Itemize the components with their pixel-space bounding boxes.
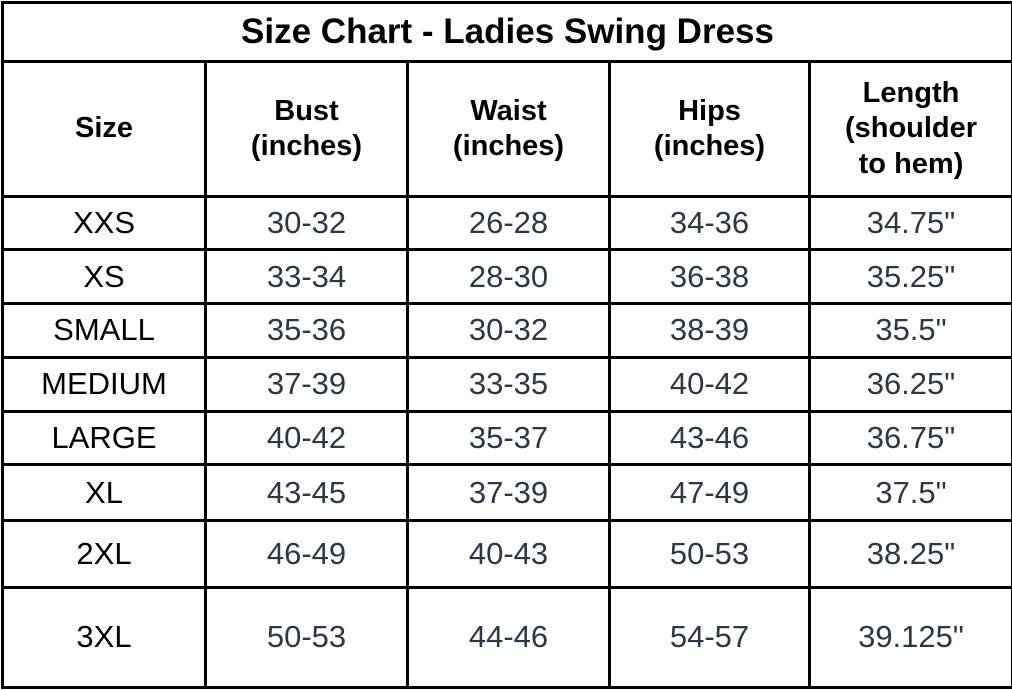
table-row: XL 43-45 37-39 47-49 37.5" [1, 462, 1012, 523]
column-header-bust-inches: Bust (inches) [204, 60, 409, 198]
measurement-cell: 30-32 [406, 301, 611, 360]
measurement-cell: 36.25" [808, 356, 1012, 413]
size-cell: XL [1, 462, 207, 523]
table-row: XXS 30-32 26-28 34-36 34.75" [1, 194, 1012, 252]
measurement-cell: 43-46 [608, 409, 811, 466]
size-cell: XXS [1, 194, 207, 252]
column-header-row: Size Bust (inches) Waist (inches) Hips (inches… [1, 60, 1012, 198]
measurement-cell: 40-43 [406, 519, 611, 589]
column-header-size: Size [1, 60, 207, 198]
measurement-cell: 39.125" [808, 585, 1012, 690]
size-cell: 2XL [1, 519, 207, 589]
column-header-line: to hem) [858, 147, 964, 180]
measurement-cell: 50-53 [204, 585, 409, 690]
measurement-cell: 50-53 [608, 519, 811, 589]
measurement-cell: 40-42 [204, 409, 409, 466]
measurement-cell: 30-32 [204, 194, 409, 252]
measurement-cell: 35-37 [406, 409, 611, 466]
column-header-line: Hips [678, 94, 741, 127]
measurement-cell: 35-36 [204, 301, 409, 360]
measurement-cell: 37-39 [406, 462, 611, 523]
measurement-cell: 36-38 [608, 248, 811, 305]
size-cell: SMALL [1, 301, 207, 360]
table-row: 2XL 46-49 40-43 50-53 38.25" [1, 519, 1012, 589]
measurement-cell: 43-45 [204, 462, 409, 523]
column-header-line: (inches) [452, 130, 565, 162]
column-header-hips-inches: Hips (inches) [608, 60, 811, 198]
measurement-cell: 47-49 [608, 462, 811, 523]
column-header-line: (inches) [250, 130, 363, 162]
measurement-cell: 38.25" [808, 519, 1012, 589]
size-cell: 3XL [1, 585, 207, 690]
table-row: 3XL 50-53 44-46 54-57 39.125" [1, 585, 1012, 690]
measurement-cell: 33-35 [406, 356, 611, 413]
table-row: XS 33-34 28-30 36-38 35.25" [1, 248, 1012, 305]
measurement-cell: 35.5" [808, 301, 1012, 360]
table-row: MEDIUM 37-39 33-35 40-42 36.25" [1, 356, 1012, 413]
column-header-line: Size [74, 112, 134, 145]
measurement-cell: 44-46 [406, 585, 611, 690]
chart-title: Size Chart - Ladies Swing Dress [1, 1, 1012, 63]
size-cell: MEDIUM [1, 356, 207, 413]
measurement-cell: 26-28 [406, 194, 611, 252]
measurement-cell: 46-49 [204, 519, 409, 589]
column-header-line: Bust [274, 94, 339, 127]
measurement-cell: 36.75" [808, 409, 1012, 466]
measurement-cell: 54-57 [608, 585, 811, 690]
measurement-cell: 37.5" [808, 462, 1012, 523]
column-header-waist-inches: Waist (inches) [406, 60, 611, 198]
measurement-cell: 28-30 [406, 248, 611, 305]
measurement-cell: 40-42 [608, 356, 811, 413]
column-header-line: (inches) [653, 130, 766, 162]
measurement-cell: 35.25" [808, 248, 1012, 305]
measurement-cell: 38-39 [608, 301, 811, 360]
column-header-length-shoulder-to-hem: Length (shoulder to hem) [808, 60, 1012, 198]
measurement-cell: 33-34 [204, 248, 409, 305]
measurement-cell: 34.75" [808, 194, 1012, 252]
table-row: SMALL 35-36 30-32 38-39 35.5" [1, 301, 1012, 360]
size-cell: XS [1, 248, 207, 305]
column-header-line: (shoulder [844, 112, 978, 145]
table-title-row: Size Chart - Ladies Swing Dress [1, 1, 1012, 63]
measurement-cell: 34-36 [608, 194, 811, 252]
table-row: LARGE 40-42 35-37 43-46 36.75" [1, 409, 1012, 466]
column-header-line: Waist [470, 94, 547, 127]
column-header-line: Length [862, 76, 960, 109]
measurement-cell: 37-39 [204, 356, 409, 413]
size-cell: LARGE [1, 409, 207, 466]
